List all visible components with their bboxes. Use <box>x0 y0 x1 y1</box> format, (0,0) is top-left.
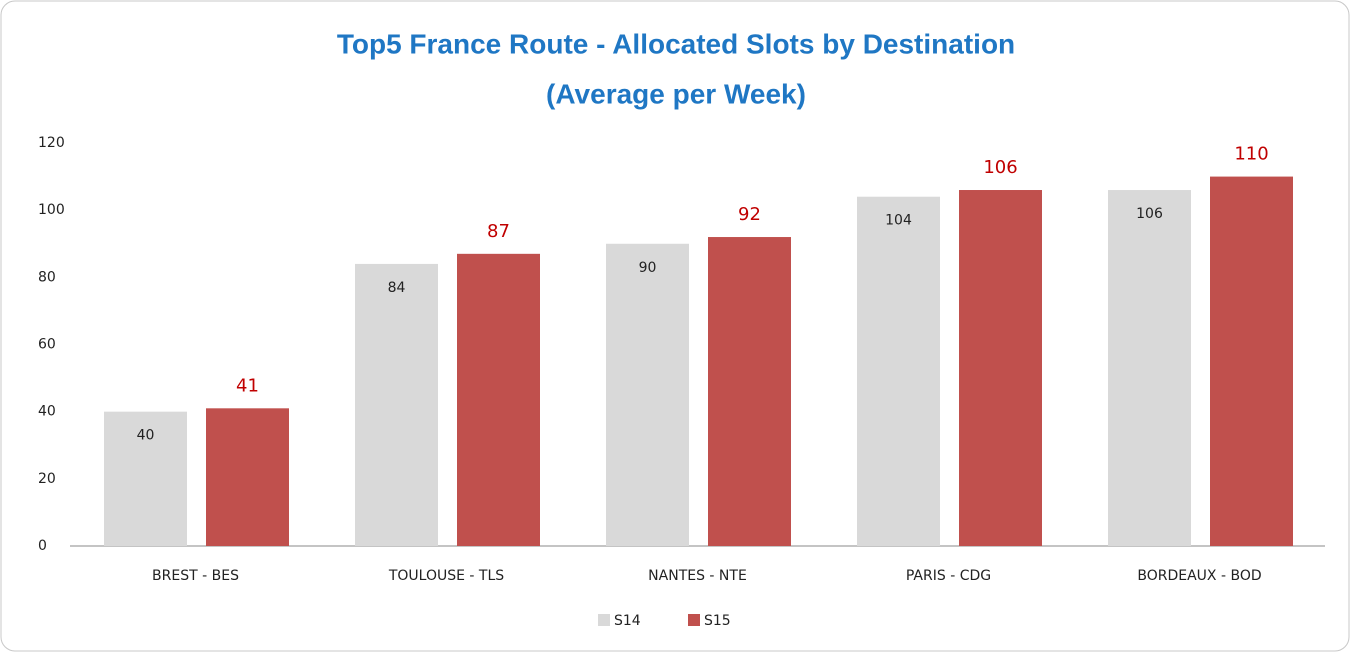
x-tick-label: NANTES - NTE <box>648 568 747 584</box>
y-tick-label: 120 <box>38 135 65 151</box>
data-label: 106 <box>1136 206 1163 222</box>
bar <box>1108 190 1191 546</box>
legend-swatch <box>598 614 610 626</box>
bar <box>606 243 689 546</box>
bar <box>104 411 187 546</box>
legend-label: S15 <box>704 613 731 629</box>
y-tick-label: 0 <box>38 538 47 554</box>
bar <box>457 253 540 546</box>
data-label: 84 <box>388 280 406 296</box>
data-label: 41 <box>236 375 259 396</box>
bar <box>857 196 940 546</box>
data-label: 92 <box>738 204 761 225</box>
bar <box>708 237 791 547</box>
x-tick-label: BORDEAUX - BOD <box>1137 568 1261 584</box>
bar <box>355 263 438 546</box>
y-tick-label: 20 <box>38 471 56 487</box>
bar <box>206 408 289 546</box>
data-label: 106 <box>983 157 1017 178</box>
data-label: 40 <box>137 428 155 444</box>
data-label: 104 <box>885 213 912 229</box>
data-label: 90 <box>639 260 657 276</box>
legend-label: S14 <box>614 613 641 629</box>
data-label: 87 <box>487 221 510 242</box>
y-tick-label: 100 <box>38 202 65 218</box>
bar <box>1210 176 1293 547</box>
x-tick-label: BREST - BES <box>152 568 239 584</box>
y-tick-label: 60 <box>38 337 56 353</box>
data-label: 110 <box>1234 144 1268 165</box>
legend-swatch <box>688 614 700 626</box>
chart-subtitle: (Average per Week) <box>546 78 806 109</box>
x-tick-label: TOULOUSE - TLS <box>388 568 504 584</box>
chart-title: Top5 France Route - Allocated Slots by D… <box>337 28 1015 59</box>
x-tick-label: PARIS - CDG <box>906 568 991 584</box>
y-tick-label: 80 <box>38 269 56 285</box>
bar <box>959 190 1042 546</box>
y-tick-label: 40 <box>38 404 56 420</box>
